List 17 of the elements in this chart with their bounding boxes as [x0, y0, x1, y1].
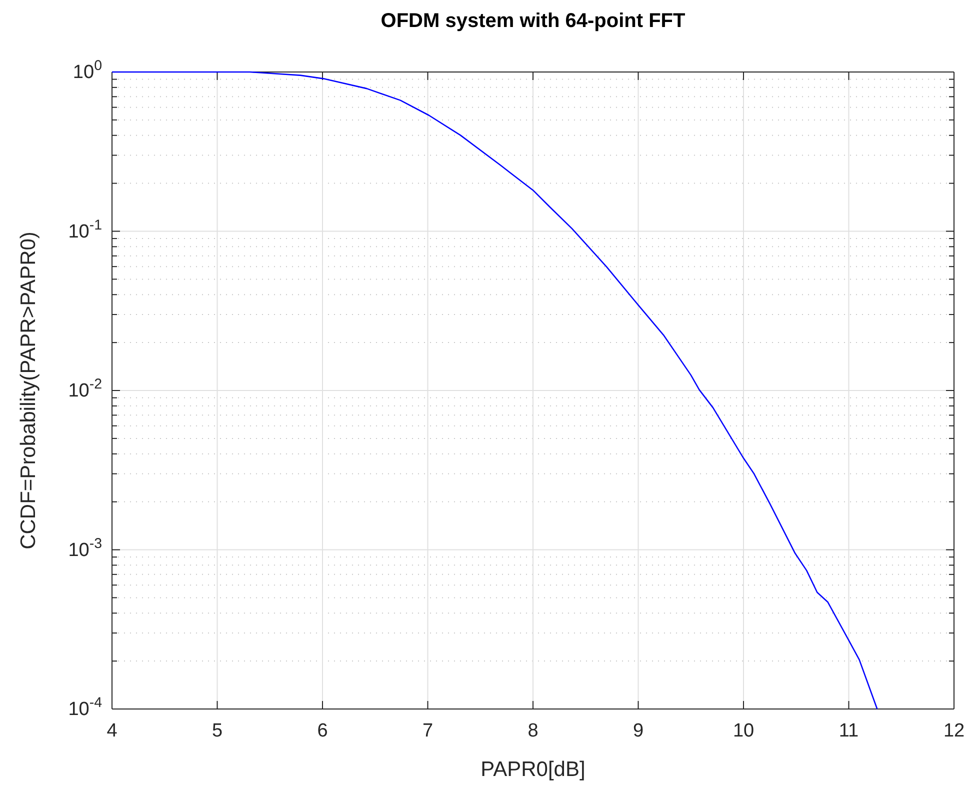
chart-title: OFDM system with 64-point FFT	[380, 10, 686, 32]
x-tick-label: 12	[943, 720, 965, 742]
x-tick-label: 6	[317, 720, 328, 742]
y-tick-label: 10$^{-2}$	[68, 376, 102, 402]
x-tick-label: 7	[422, 720, 434, 742]
y-tick-label: 10$^{-1}$	[68, 217, 102, 242]
y-tick-label: 10$^{-4}$	[68, 695, 102, 720]
x-tick-label: 11	[838, 720, 859, 742]
y-tick-label: 10$^{-3}$	[68, 536, 102, 561]
x-tick-label: 4	[106, 720, 118, 742]
x-axis-title: PAPR0[dB]	[480, 758, 586, 781]
y-axis-title: CCDF=Probability(PAPR>PAPR0)	[17, 232, 40, 550]
x-tick-label: 10	[732, 720, 754, 742]
x-tick-label: 8	[528, 720, 538, 742]
x-tick-label: 5	[212, 720, 223, 742]
x-tick-label: 9	[632, 720, 644, 742]
y-tick-label: 10$^{0}$	[72, 58, 102, 84]
